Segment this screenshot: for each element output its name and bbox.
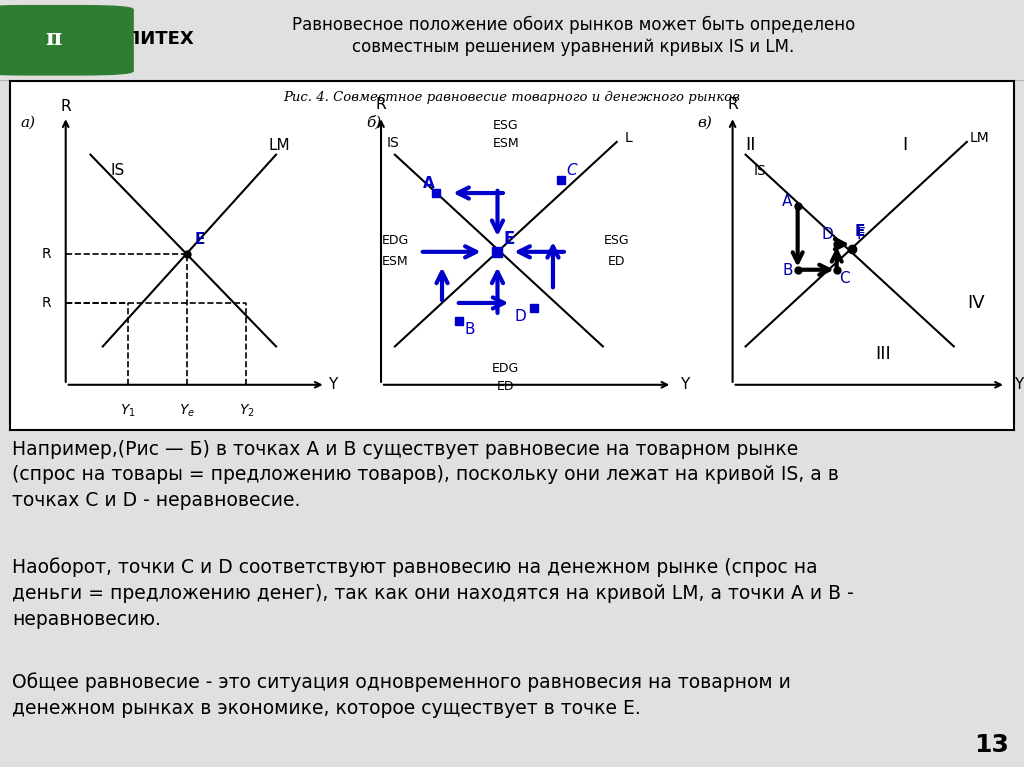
- Text: ESM: ESM: [493, 137, 519, 150]
- Text: IS: IS: [387, 136, 399, 150]
- Text: E: E: [503, 230, 514, 249]
- Text: D: D: [514, 309, 526, 324]
- Text: $Y_e$: $Y_e$: [179, 403, 195, 419]
- Text: ED: ED: [608, 255, 626, 268]
- Text: ESM: ESM: [382, 255, 409, 268]
- Text: $Y_2$: $Y_2$: [239, 403, 254, 419]
- Text: IV: IV: [967, 294, 984, 312]
- Text: EDG: EDG: [381, 234, 409, 247]
- Text: ESG: ESG: [604, 234, 630, 247]
- Text: R: R: [41, 248, 51, 262]
- Text: Y: Y: [329, 377, 338, 392]
- Text: 13: 13: [974, 733, 1009, 757]
- Text: $Y_1$: $Y_1$: [120, 403, 135, 419]
- Text: Y: Y: [681, 377, 690, 392]
- Text: R: R: [60, 99, 71, 114]
- Text: A: A: [423, 176, 434, 191]
- Text: I: I: [902, 136, 907, 153]
- Text: A: A: [782, 194, 793, 209]
- Text: B: B: [464, 321, 475, 337]
- Text: IS: IS: [754, 164, 766, 178]
- Text: ESG: ESG: [493, 119, 518, 132]
- Text: Например,(Рис — Б) в точках А и В существует равновесие на товарном рынке
(спрос: Например,(Рис — Б) в точках А и В сущест…: [12, 439, 839, 510]
- Text: Равновесное положение обоих рынков может быть определено
совместным решением ура: Равновесное положение обоих рынков может…: [292, 16, 855, 57]
- Text: EDG: EDG: [493, 362, 519, 375]
- Text: LM: LM: [970, 131, 989, 145]
- FancyBboxPatch shape: [0, 5, 133, 75]
- Text: E: E: [195, 232, 205, 247]
- Text: R: R: [727, 97, 738, 112]
- Text: C: C: [840, 271, 850, 285]
- Text: D: D: [821, 227, 833, 242]
- Text: Наоборот, точки С и D соответствуют равновесию на денежном рынке (спрос на
деньг: Наоборот, точки С и D соответствуют равн…: [12, 558, 854, 629]
- Text: F: F: [856, 227, 865, 242]
- Text: а): а): [20, 115, 36, 130]
- Text: Y: Y: [1014, 377, 1023, 392]
- Text: б): б): [367, 115, 382, 130]
- Text: IS: IS: [111, 163, 125, 178]
- Text: II: II: [745, 136, 756, 153]
- Text: R: R: [376, 97, 386, 112]
- Text: E: E: [855, 225, 865, 239]
- Text: Рис. 4. Совместное равновесие товарного и денежного рынков: Рис. 4. Совместное равновесие товарного …: [284, 91, 740, 104]
- Text: ED: ED: [497, 380, 515, 393]
- Text: п: п: [45, 28, 61, 50]
- Text: LM: LM: [268, 137, 290, 153]
- Text: III: III: [876, 345, 892, 364]
- Text: ПОЛИТЕХ: ПОЛИТЕХ: [95, 30, 194, 48]
- Text: L: L: [625, 131, 633, 145]
- Text: B: B: [782, 263, 793, 278]
- Text: в): в): [697, 115, 713, 130]
- Text: R: R: [41, 296, 51, 310]
- Text: Общее равновесие - это ситуация одновременного равновесия на товарном и
денежном: Общее равновесие - это ситуация одноврем…: [12, 673, 792, 718]
- Text: C: C: [567, 163, 578, 178]
